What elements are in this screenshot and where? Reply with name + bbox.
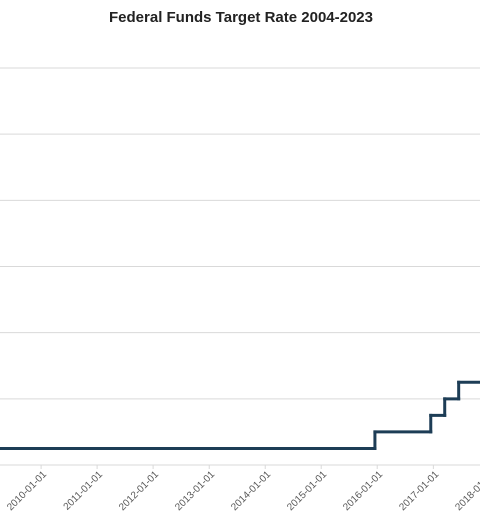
x-tick-label: 2015-01-01: [285, 469, 329, 513]
chart-title: Federal Funds Target Rate 2004-2023: [109, 9, 373, 26]
x-tick-label: 2014-01-01: [229, 469, 273, 513]
x-tick-label: 2011-01-01: [62, 469, 106, 513]
x-tick-label: 2017-01-01: [397, 469, 441, 513]
x-tick-label: 2010-01-01: [5, 469, 49, 513]
x-tick-label: 2012-01-01: [117, 469, 161, 513]
x-tick-label: 2013-01-01: [173, 469, 217, 513]
x-tick-label: 2016-01-01: [341, 469, 385, 513]
x-tick-label: 2018-01-01: [453, 469, 480, 513]
